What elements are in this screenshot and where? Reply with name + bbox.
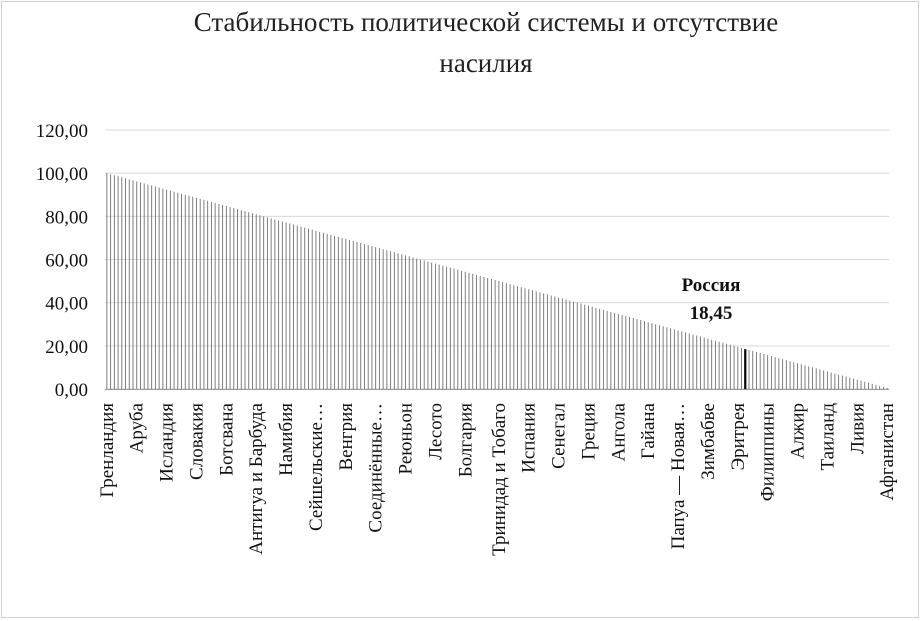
- y-tick-label: 120,00: [36, 121, 88, 142]
- x-category-label: Аруба: [127, 402, 148, 453]
- x-category-label: Зимбабве: [698, 403, 719, 480]
- x-category-label: Реюньон: [396, 403, 417, 474]
- category-labels: Гренландия Аруба Исландия Словакия Ботсвана А…: [97, 402, 898, 555]
- x-category-label: Ботсвана: [216, 402, 237, 475]
- x-category-label: Ливия: [847, 403, 868, 454]
- highlight-name-label: Россия: [682, 275, 741, 296]
- x-category-label: Исландия: [157, 403, 178, 482]
- x-category-label: Испания: [519, 403, 540, 473]
- x-category-label: Лесото: [425, 403, 446, 460]
- x-category-label: Болгария: [455, 403, 476, 478]
- x-category-label: Ангола: [608, 402, 629, 461]
- x-category-label: Соединённые…: [366, 403, 387, 533]
- x-category-label: Афганистан: [877, 403, 898, 500]
- y-tick-label: 60,00: [45, 251, 88, 272]
- x-category-label: Сенегал: [549, 402, 570, 468]
- x-category-label: Намибия: [276, 403, 297, 476]
- y-axis-ticks: 0,00 20,00 40,00 60,00 80,00 100,00 120,00: [36, 121, 88, 401]
- highlight-value-label: 18,45: [690, 303, 733, 324]
- x-category-label: Алжир: [788, 403, 809, 459]
- y-tick-label: 20,00: [45, 337, 88, 358]
- chart-title-line-2: насилия: [439, 48, 532, 78]
- y-tick-label: 0,00: [55, 380, 88, 401]
- y-tick-label: 80,00: [45, 207, 88, 228]
- bars: [106, 173, 888, 389]
- chart-title-line-1: Стабильность политической системы и отсу…: [194, 7, 779, 37]
- x-category-label: Таиланд: [817, 403, 838, 471]
- x-category-label: Эритрея: [728, 403, 749, 471]
- x-category-label: Филиппины: [758, 403, 779, 502]
- x-category-label: Сейшельские…: [306, 403, 327, 531]
- x-category-label: Венгрия: [336, 403, 357, 471]
- y-tick-label: 40,00: [45, 294, 88, 315]
- x-category-label: Гайана: [638, 402, 659, 459]
- x-category-label: Антигуа и Барбуда: [246, 402, 267, 554]
- x-category-label: Гренландия: [97, 403, 118, 498]
- x-category-label: Греция: [578, 403, 599, 460]
- x-category-label: Папуа — Новая…: [668, 403, 689, 549]
- y-tick-label: 100,00: [36, 164, 88, 185]
- x-category-label: Тринидад и Тобаго: [489, 403, 510, 556]
- x-category-label: Словакия: [186, 403, 207, 480]
